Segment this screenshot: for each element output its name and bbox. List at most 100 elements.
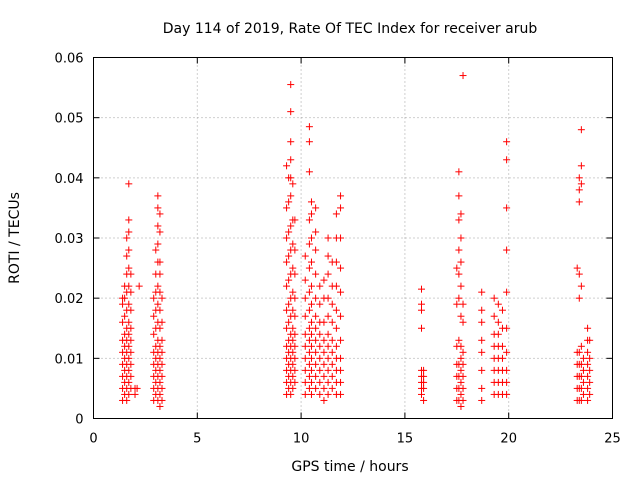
data-point [291,342,299,350]
data-point [453,300,461,308]
data-point [156,366,164,374]
data-point [158,318,166,326]
data-point [307,342,315,350]
data-point [287,81,295,89]
data-point [301,354,309,362]
data-point [577,162,585,170]
data-point [459,396,467,404]
data-point [478,336,486,344]
data-point [332,282,340,290]
data-point [337,312,345,320]
data-point [158,384,166,392]
data-point [158,396,166,404]
data-point [133,384,141,392]
data-point [455,336,463,344]
data-point [324,270,332,278]
y-tick-label: 0.01 [55,352,84,367]
data-point [283,162,291,170]
data-point [305,138,313,146]
data-point [301,252,309,260]
y-tick-label: 0.02 [55,292,84,307]
data-point [127,324,135,332]
data-point [418,324,426,332]
data-point [125,228,133,236]
data-point [584,384,592,392]
data-point [131,390,139,398]
data-point [320,360,328,368]
data-point [337,264,345,272]
data-point [320,384,328,392]
data-point [337,390,345,398]
data-point [119,318,127,326]
data-point [420,384,428,392]
data-point [503,390,511,398]
data-point [337,378,345,386]
data-point [332,342,340,350]
data-point [127,270,135,278]
data-point [324,294,332,302]
data-point [305,384,313,392]
data-point [459,360,467,368]
data-point [283,324,291,332]
data-point [420,366,428,374]
data-point [156,324,164,332]
data-point [289,348,297,356]
data-point [156,288,164,296]
y-tick-label: 0.05 [55,112,84,127]
data-point [577,372,585,380]
data-point [156,306,164,314]
x-tick-label: 5 [193,432,201,447]
data-point [121,294,129,302]
data-point [285,228,293,236]
data-point [127,306,135,314]
data-point [584,396,592,404]
data-point [453,264,461,272]
data-point [586,366,594,374]
data-point [459,348,467,356]
data-point [287,390,295,398]
data-point [123,252,131,260]
data-point [498,354,506,362]
data-point [291,354,299,362]
data-point [125,282,133,290]
data-point [283,282,291,290]
x-tick-label: 25 [604,432,621,447]
data-point [586,354,594,362]
data-point [420,396,428,404]
data-point [312,336,320,344]
data-point [337,366,345,374]
data-point [121,312,129,320]
data-point [312,246,320,254]
data-point [289,264,297,272]
data-point [135,282,143,290]
data-point [324,378,332,386]
data-point [316,330,324,338]
data-point [305,360,313,368]
data-point [420,372,428,380]
data-point [455,270,463,278]
data-point [287,222,295,230]
data-point [125,378,133,386]
data-point [457,378,465,386]
x-tick-label: 20 [500,432,517,447]
data-point [575,348,583,356]
data-point [494,330,502,338]
data-point [328,300,336,308]
data-point [156,258,164,266]
data-point [156,354,164,362]
data-point [320,372,328,380]
data-point [490,294,498,302]
data-point [301,342,309,350]
data-point [455,294,463,302]
data-point [289,324,297,332]
y-tick-label: 0 [75,413,83,428]
data-point [154,192,162,200]
data-point [287,192,295,200]
data-point [324,330,332,338]
y-axis-ticks: 0 0.01 0.02 0.03 0.04 0.05 0.06 [55,52,613,428]
data-point [455,246,463,254]
data-point [575,198,583,206]
data-point [328,372,336,380]
data-point [307,300,315,308]
data-point [125,300,133,308]
